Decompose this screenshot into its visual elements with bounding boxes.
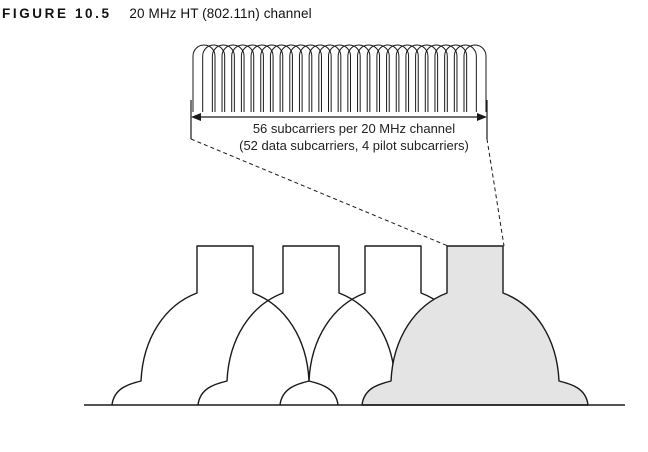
subcarrier-arc [318, 44, 342, 112]
subcarrier-arc [240, 44, 264, 112]
subcarrier-arc [386, 44, 410, 112]
subcarrier-arc [231, 44, 255, 112]
subcarrier-arc [260, 44, 284, 112]
subcarrier-arc [395, 44, 419, 112]
subcarrier-arc [221, 44, 245, 112]
arrow-head-left [191, 113, 201, 121]
subcarrier-arc [279, 44, 303, 112]
subcarrier-arc [211, 44, 235, 112]
subcarrier-arc [463, 44, 487, 112]
highlighted-channel-mask [361, 245, 589, 406]
subcarrier-label-line2: (52 data subcarriers, 4 pilot subcarrier… [239, 138, 469, 153]
subcarrier-arc [202, 44, 226, 112]
channel-masks [111, 245, 589, 406]
subcarrier-arc [366, 44, 390, 112]
subcarrier-arc [376, 44, 400, 112]
arrow-head-right [477, 113, 487, 121]
subcarrier-arc [328, 44, 351, 112]
figure-label: FIGURE 10.5 [2, 6, 112, 21]
subcarrier-arc [308, 44, 332, 112]
figure-caption: FIGURE 10.5 20 MHz HT (802.11n) channel [2, 6, 312, 21]
subcarrier-arcs [192, 44, 487, 112]
subcarrier-arc [298, 44, 322, 112]
projection-line-left [190, 138, 449, 247]
subcarrier-arc [289, 44, 313, 112]
channel-width-arrow [190, 100, 488, 139]
subcarrier-arc [434, 44, 458, 112]
figure-title: 20 MHz HT (802.11n) channel [129, 6, 312, 21]
subcarrier-arc [415, 44, 439, 112]
subcarrier-arc [444, 44, 468, 112]
subcarrier-arc [269, 44, 293, 112]
subcarrier-arc [337, 44, 361, 112]
subcarrier-arc [192, 44, 216, 112]
subcarrier-arc [357, 44, 381, 112]
subcarrier-arc [405, 44, 429, 112]
subcarrier-label-line1: 56 subcarriers per 20 MHz channel [253, 121, 455, 136]
subcarrier-arc [347, 44, 371, 112]
projection-line-right [486, 138, 505, 247]
subcarrier-arc [453, 44, 477, 112]
subcarrier-arc [250, 44, 274, 112]
subcarrier-arc [424, 44, 448, 112]
channel-mask [111, 245, 339, 406]
